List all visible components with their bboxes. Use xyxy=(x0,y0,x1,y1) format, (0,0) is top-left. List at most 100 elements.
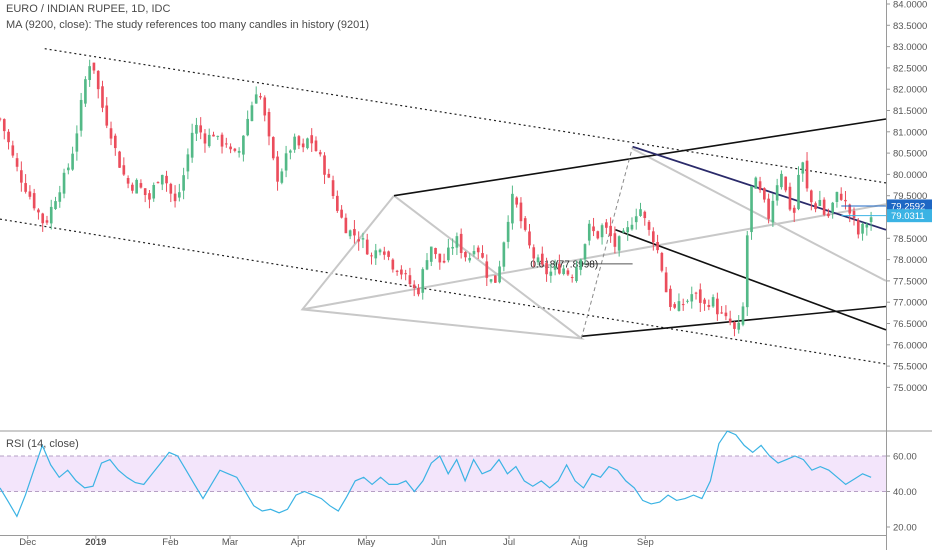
candle-down[interactable] xyxy=(656,242,659,251)
candle-up[interactable] xyxy=(160,174,164,185)
candle-down[interactable] xyxy=(387,251,390,257)
candle-up[interactable] xyxy=(690,294,694,302)
candle-down[interactable] xyxy=(101,86,104,108)
candle-up[interactable] xyxy=(634,216,638,223)
black-channel-descending-line[interactable] xyxy=(615,229,887,331)
candle-down[interactable] xyxy=(318,152,322,155)
candle-up[interactable] xyxy=(869,217,873,223)
candle-down[interactable] xyxy=(592,226,595,232)
candle-up[interactable] xyxy=(246,118,249,136)
candle-down[interactable] xyxy=(784,176,788,191)
candle-down[interactable] xyxy=(301,143,305,148)
candle-down[interactable] xyxy=(852,210,856,219)
candle-down[interactable] xyxy=(271,137,275,159)
candle-down[interactable] xyxy=(809,190,813,203)
candle-down[interactable] xyxy=(297,136,301,146)
candle-down[interactable] xyxy=(596,231,600,239)
candle-up[interactable] xyxy=(775,185,779,201)
candle-down[interactable] xyxy=(758,181,762,191)
candle-down[interactable] xyxy=(229,146,232,150)
candle-down[interactable] xyxy=(109,128,113,139)
candle-up[interactable] xyxy=(425,260,429,270)
candle-up[interactable] xyxy=(750,186,753,233)
candle-up[interactable] xyxy=(289,150,292,153)
candle-down[interactable] xyxy=(647,221,651,230)
candle-down[interactable] xyxy=(24,183,27,192)
candle-up[interactable] xyxy=(84,79,87,104)
candle-up[interactable] xyxy=(780,173,783,188)
candle-up[interactable] xyxy=(361,238,365,240)
candle-up[interactable] xyxy=(562,268,565,275)
candle-up[interactable] xyxy=(451,246,454,249)
candle-up[interactable] xyxy=(195,124,198,134)
candle-up[interactable] xyxy=(348,230,352,237)
candle-up[interactable] xyxy=(472,251,476,255)
candle-down[interactable] xyxy=(139,183,143,188)
fib-connector-dashed-line[interactable] xyxy=(580,146,634,339)
candle-down[interactable] xyxy=(532,247,536,259)
candle-up[interactable] xyxy=(374,250,378,259)
candle-down[interactable] xyxy=(331,180,335,197)
candle-up[interactable] xyxy=(71,153,74,170)
candle-down[interactable] xyxy=(698,289,702,303)
candle-up[interactable] xyxy=(600,225,604,238)
candle-down[interactable] xyxy=(827,213,830,217)
candle-down[interactable] xyxy=(7,131,10,143)
candle-up[interactable] xyxy=(58,192,62,202)
candle-up[interactable] xyxy=(575,267,578,282)
candle-down[interactable] xyxy=(434,247,437,255)
candle-down[interactable] xyxy=(370,255,373,257)
candle-up[interactable] xyxy=(178,192,181,198)
candle-down[interactable] xyxy=(340,209,343,218)
candle-up[interactable] xyxy=(754,177,758,189)
candle-down[interactable] xyxy=(540,253,544,265)
candle-down[interactable] xyxy=(212,134,215,137)
candle-up[interactable] xyxy=(549,271,553,276)
candle-down[interactable] xyxy=(365,239,369,255)
candle-down[interactable] xyxy=(716,298,719,315)
candle-down[interactable] xyxy=(494,275,497,283)
candle-down[interactable] xyxy=(310,135,314,144)
candle-down[interactable] xyxy=(814,203,817,210)
candle-up[interactable] xyxy=(250,105,254,122)
candle-down[interactable] xyxy=(336,195,339,211)
channel-upper-dotted-line[interactable] xyxy=(44,48,887,184)
candle-down[interactable] xyxy=(96,70,100,90)
candle-down[interactable] xyxy=(156,182,160,184)
candle-down[interactable] xyxy=(694,292,698,294)
candle-down[interactable] xyxy=(357,239,361,242)
candle-up[interactable] xyxy=(54,201,57,210)
candle-down[interactable] xyxy=(707,305,711,307)
candle-down[interactable] xyxy=(476,247,480,253)
candle-down[interactable] xyxy=(233,148,237,151)
candle-down[interactable] xyxy=(788,186,792,210)
candle-down[interactable] xyxy=(792,207,796,213)
candle-up[interactable] xyxy=(741,306,745,325)
candle-down[interactable] xyxy=(92,62,96,71)
candle-up[interactable] xyxy=(797,174,800,210)
candle-down[interactable] xyxy=(417,288,420,295)
candle-down[interactable] xyxy=(570,277,574,279)
candle-up[interactable] xyxy=(62,172,66,194)
candle-up[interactable] xyxy=(421,269,425,293)
candle-down[interactable] xyxy=(327,173,331,178)
candle-down[interactable] xyxy=(856,220,860,235)
candle-up[interactable] xyxy=(818,199,822,207)
candle-down[interactable] xyxy=(822,199,826,215)
candle-down[interactable] xyxy=(131,184,134,191)
candle-up[interactable] xyxy=(254,94,258,104)
candle-down[interactable] xyxy=(848,204,852,214)
candle-up[interactable] xyxy=(190,132,194,158)
candle-down[interactable] xyxy=(267,112,271,137)
candle-down[interactable] xyxy=(113,135,117,149)
candle-up[interactable] xyxy=(617,236,621,251)
candle-up[interactable] xyxy=(216,135,220,137)
candle-down[interactable] xyxy=(404,273,407,275)
candle-down[interactable] xyxy=(344,217,348,234)
candle-up[interactable] xyxy=(630,224,634,230)
candle-up[interactable] xyxy=(306,138,309,149)
candle-down[interactable] xyxy=(485,261,489,278)
candle-up[interactable] xyxy=(583,244,587,260)
candle-up[interactable] xyxy=(686,300,689,302)
